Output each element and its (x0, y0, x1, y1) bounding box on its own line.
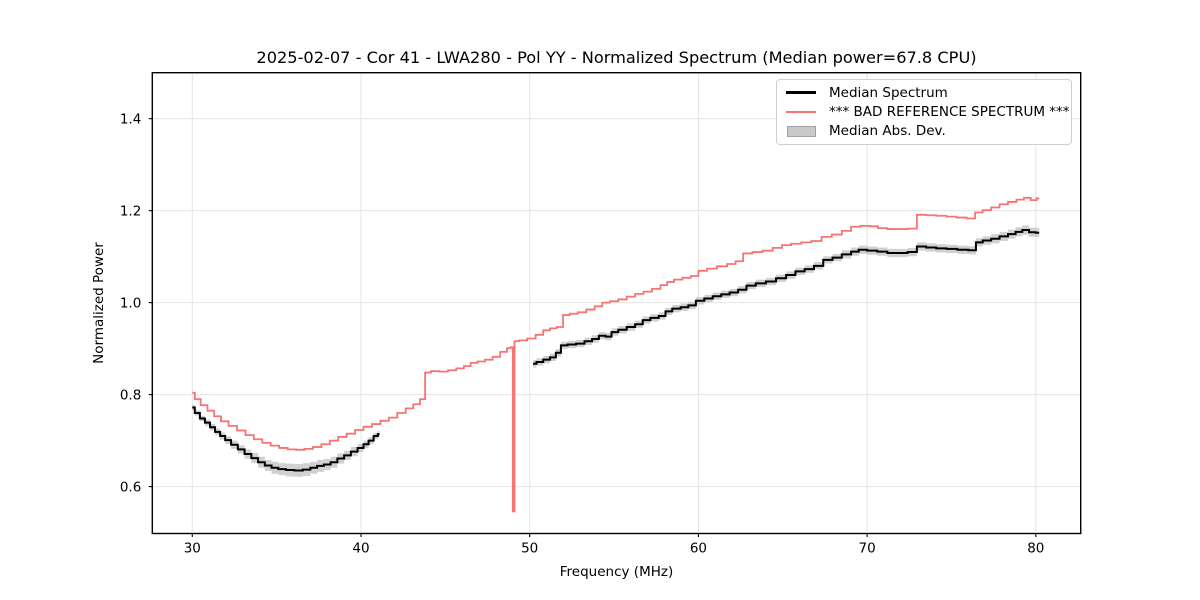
bad-reference-legend-line (786, 110, 816, 114)
tick-labels: 30 40 50 60 70 80 0.6 0.8 1.0 1.2 1.4 (120, 111, 1045, 556)
legend-label-bad-reference: *** BAD REFERENCE SPECTRUM *** (829, 103, 1070, 120)
median-spectrum-line (533, 228, 1040, 365)
y-tick-label: 1.0 (120, 295, 141, 311)
plot-frame (151, 71, 1082, 535)
y-tick-label: 0.8 (120, 387, 141, 403)
bad-reference-spectrum-line (192, 196, 1040, 513)
y-tick-label: 1.4 (120, 111, 141, 127)
x-tick-label: 60 (690, 541, 707, 557)
x-tick-label: 80 (1027, 541, 1044, 557)
x-tick-label: 30 (184, 541, 201, 557)
legend: Median Spectrum *** BAD REFERENCE SPECTR… (776, 79, 1072, 145)
axes-spines-and-ticks (148, 71, 1082, 537)
y-axis-label: Normalized Power (91, 242, 107, 364)
legend-label-median-abs-dev: Median Abs. Dev. (829, 123, 946, 140)
median-spectrum-legend-line-box (786, 91, 816, 94)
y-tick-label: 1.2 (120, 203, 141, 219)
mad-legend-patch-box (786, 125, 816, 137)
gridlines (152, 72, 1081, 534)
x-tick-label: 40 (352, 541, 369, 557)
median-abs-dev-band (533, 225, 1040, 368)
x-axis-label: Frequency (MHz) (560, 564, 673, 580)
legend-label-median-spectrum: Median Spectrum (829, 84, 948, 101)
legend-item-median-abs-dev: Median Abs. Dev. (786, 122, 1067, 141)
legend-item-median-spectrum: Median Spectrum (786, 83, 1067, 102)
median-abs-dev-band (192, 404, 380, 477)
x-tick-label: 70 (859, 541, 876, 557)
mad-band (192, 225, 1040, 477)
chart-title: 2025-02-07 - Cor 41 - LWA280 - Pol YY - … (256, 48, 976, 67)
median-spectrum-line (192, 406, 380, 472)
median-spectrum-legend-line (786, 91, 816, 94)
y-tick-label: 0.6 (120, 479, 141, 495)
bad-reference-legend-line-box (786, 110, 816, 114)
x-tick-label: 50 (521, 541, 538, 557)
legend-item-bad-reference: *** BAD REFERENCE SPECTRUM *** (786, 102, 1070, 121)
mad-legend-patch (786, 125, 816, 137)
spectrum-curves (192, 196, 1040, 513)
